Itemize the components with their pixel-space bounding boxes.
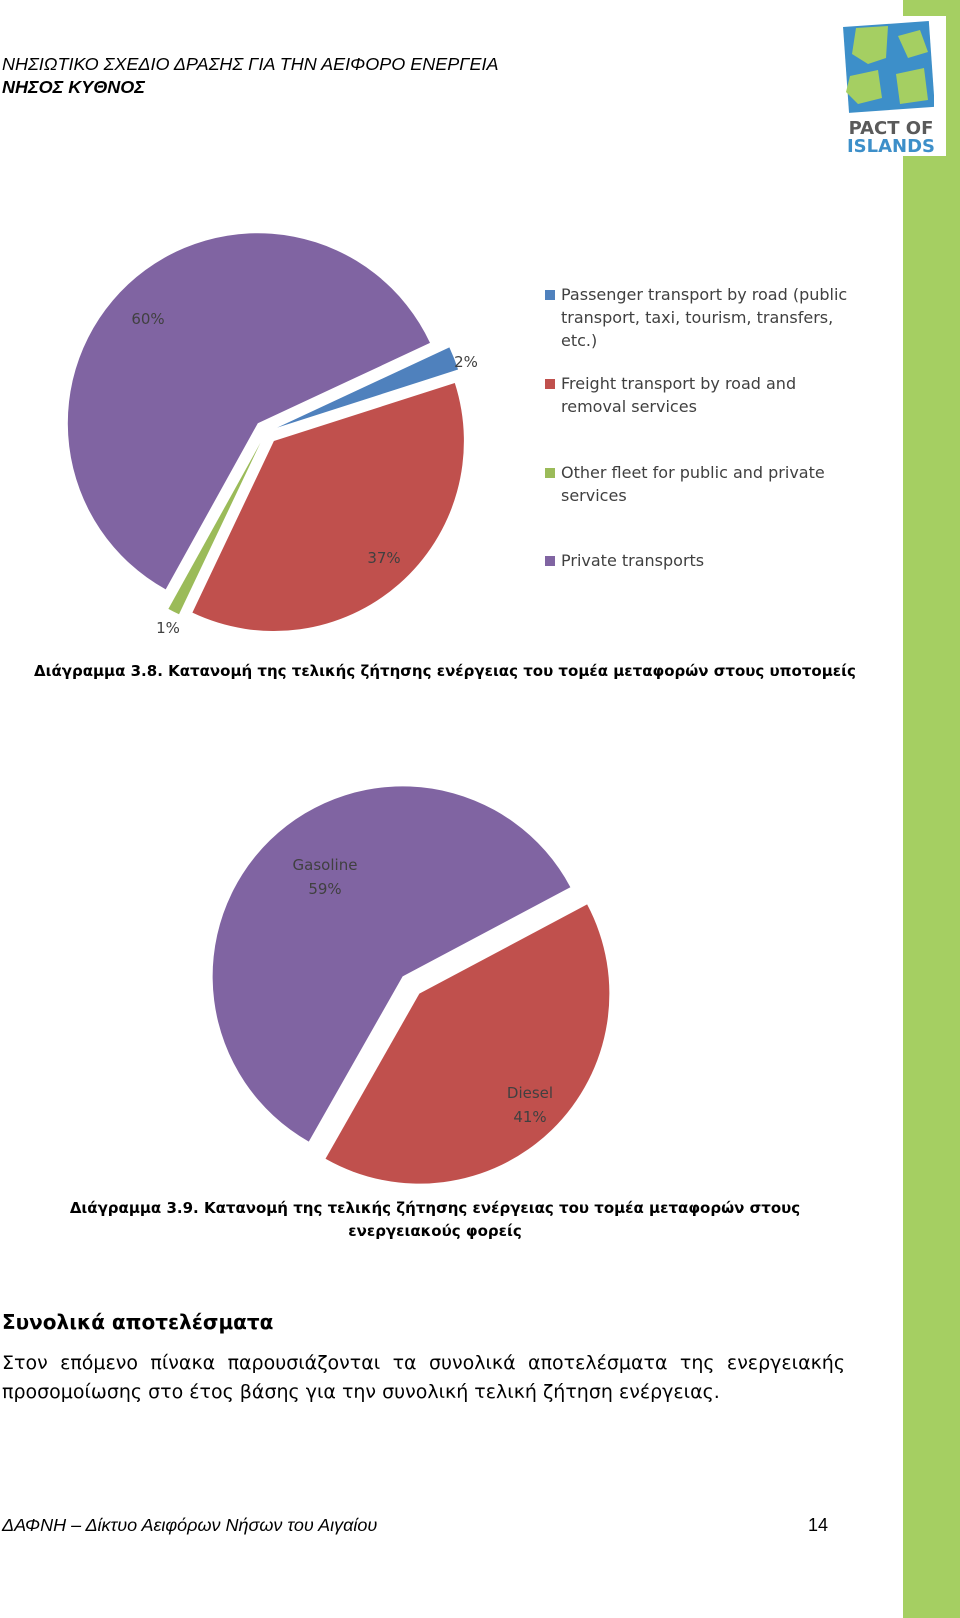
legend-swatch-other bbox=[545, 468, 555, 478]
logo-text-line2: ISLANDS bbox=[846, 136, 936, 157]
logo-text-line1: PACT OF bbox=[848, 118, 934, 139]
legend-item-freight: Freight transport by road and removal se… bbox=[545, 372, 851, 418]
body-paragraph: Στον επόμενο πίνακα παρουσιάζονται τα συ… bbox=[2, 1352, 845, 1403]
page-number: 14 bbox=[808, 1515, 829, 1535]
legend-item-private: Private transports bbox=[545, 549, 851, 572]
islands-logo-icon bbox=[843, 21, 934, 113]
pie1-label-private: 60% bbox=[131, 310, 164, 328]
pie1-slice-passenger bbox=[277, 347, 459, 428]
header-line-2: ΝΗΣΟΣ ΚΥΘΝΟΣ bbox=[2, 77, 145, 97]
side-accent-bar bbox=[903, 0, 960, 1618]
pie1-label-freight: 37% bbox=[367, 549, 400, 567]
legend-item-passenger: Passenger transport by road (public tran… bbox=[545, 283, 851, 352]
section-heading: Συνολικά αποτελέσματα bbox=[2, 1310, 274, 1334]
figure-caption-3-8: Διάγραμμα 3.8. Κατανομή της τελικής ζήτη… bbox=[34, 662, 856, 680]
pie2-label-gasoline-name: Gasoline bbox=[293, 856, 358, 874]
pact-of-islands-logo: PACT OF ISLANDS bbox=[836, 16, 946, 156]
pie1-label-passenger: 2% bbox=[454, 353, 478, 371]
legend-swatch-freight bbox=[545, 379, 555, 389]
footer-text: ΔΑΦΝΗ – Δίκτυο Αειφόρων Νήσων του Αιγαίο… bbox=[2, 1515, 378, 1535]
page-header: ΝΗΣΙΩΤΙΚΟ ΣΧΕΔΙΟ ΔΡΑΣΗΣ ΓΙΑ ΤΗΝ ΑΕΙΦΟΡΟ … bbox=[2, 53, 499, 99]
header-line-1: ΝΗΣΙΩΤΙΚΟ ΣΧΕΔΙΟ ΔΡΑΣΗΣ ΓΙΑ ΤΗΝ ΑΕΙΦΟΡΟ … bbox=[2, 54, 499, 74]
legend-swatch-private bbox=[545, 556, 555, 566]
legend-label-private: Private transports bbox=[561, 551, 705, 570]
legend-label-freight: Freight transport by road and removal se… bbox=[561, 374, 797, 416]
pie2-slice-gasoline bbox=[212, 786, 571, 1142]
legend-label-passenger: Passenger transport by road (public tran… bbox=[561, 285, 848, 350]
pie1-label-other: 1% bbox=[156, 619, 180, 637]
figure-caption-3-9: Διάγραμμα 3.9. Κατανομή της τελικής ζήτη… bbox=[69, 1199, 801, 1240]
legend-label-other: Other fleet for public and private servi… bbox=[561, 463, 825, 505]
legend-item-other: Other fleet for public and private servi… bbox=[545, 461, 851, 507]
legend-swatch-passenger bbox=[545, 290, 555, 300]
pie1-slice-private bbox=[67, 233, 431, 590]
pie2-label-diesel-name: Diesel bbox=[507, 1084, 553, 1102]
pie1-slice-freight bbox=[192, 382, 464, 632]
pie2-label-gasoline-value: 59% bbox=[308, 880, 341, 898]
pie2-label-diesel-value: 41% bbox=[513, 1108, 546, 1126]
pie2-slice-diesel bbox=[325, 904, 610, 1184]
pie1-slice-other bbox=[168, 442, 261, 615]
